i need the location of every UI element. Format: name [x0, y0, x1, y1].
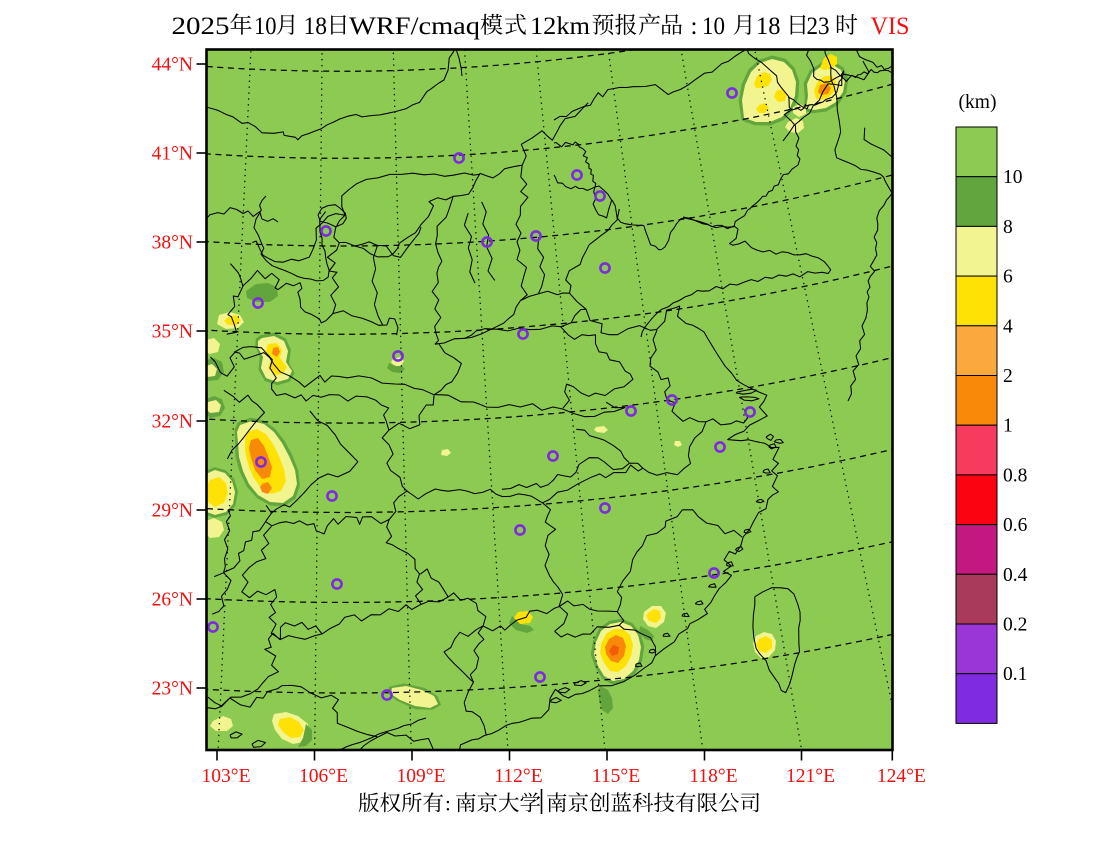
svg-text:0.2: 0.2: [1003, 615, 1027, 636]
svg-text:23°N: 23°N: [152, 679, 193, 700]
svg-text:106°E: 106°E: [299, 766, 348, 787]
svg-text:6: 6: [1003, 267, 1013, 288]
svg-text:(km): (km): [959, 92, 997, 113]
svg-text:4: 4: [1003, 316, 1013, 337]
svg-text:WRF/cmaq: WRF/cmaq: [349, 13, 481, 40]
svg-text:44°N: 44°N: [152, 55, 193, 76]
svg-text:38°N: 38°N: [152, 233, 193, 254]
svg-text:VIS: VIS: [871, 13, 910, 40]
svg-text:41°N: 41°N: [152, 144, 193, 165]
svg-text:10: 10: [702, 13, 725, 40]
svg-text:121°E: 121°E: [786, 766, 835, 787]
svg-text:2025: 2025: [172, 13, 230, 40]
svg-text:109°E: 109°E: [397, 766, 446, 787]
svg-text:35°N: 35°N: [152, 322, 193, 343]
svg-text:10: 10: [254, 13, 277, 40]
svg-text:0.1: 0.1: [1003, 664, 1027, 685]
svg-text:18: 18: [756, 13, 781, 40]
svg-text:26°N: 26°N: [152, 590, 193, 611]
svg-text::: :: [691, 13, 698, 40]
svg-text:29°N: 29°N: [152, 501, 193, 522]
svg-text:10: 10: [1003, 167, 1023, 188]
svg-text:112°E: 112°E: [494, 766, 542, 787]
svg-text:0.4: 0.4: [1003, 565, 1028, 586]
svg-text:12km: 12km: [530, 13, 591, 40]
svg-text:118°E: 118°E: [689, 766, 737, 787]
svg-text:115°E: 115°E: [592, 766, 640, 787]
svg-text:18: 18: [304, 13, 328, 40]
svg-text:103°E: 103°E: [202, 766, 251, 787]
svg-text:32°N: 32°N: [152, 412, 193, 433]
svg-text::: :: [445, 792, 451, 816]
svg-text:1: 1: [1003, 416, 1013, 437]
svg-text:2: 2: [1003, 366, 1013, 387]
svg-text:124°E: 124°E: [877, 766, 926, 787]
svg-text:0.6: 0.6: [1003, 515, 1028, 536]
svg-text:23: 23: [807, 13, 830, 40]
svg-text:0.8: 0.8: [1003, 465, 1027, 486]
svg-text:8: 8: [1003, 217, 1013, 238]
